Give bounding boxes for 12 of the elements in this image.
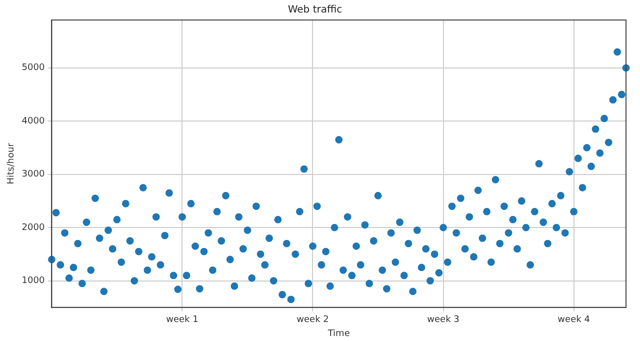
y-tick-label: 4000	[22, 116, 45, 126]
y-tick-label: 1000	[22, 276, 45, 286]
x-axis-title: Time	[326, 328, 350, 339]
y-tick-label: 2000	[22, 222, 45, 233]
x-tick-label: week 3	[427, 315, 460, 326]
x-tick-label: week 2	[296, 315, 329, 326]
y-axis-title: Hits/hour	[6, 142, 17, 184]
y-tick-label: 3000	[22, 170, 45, 180]
x-tick-label: week 1	[166, 315, 198, 326]
y-tick-label: 5000	[22, 63, 45, 74]
chart-title: Web traffic	[288, 4, 342, 16]
x-tick-label: week 4	[558, 315, 590, 326]
